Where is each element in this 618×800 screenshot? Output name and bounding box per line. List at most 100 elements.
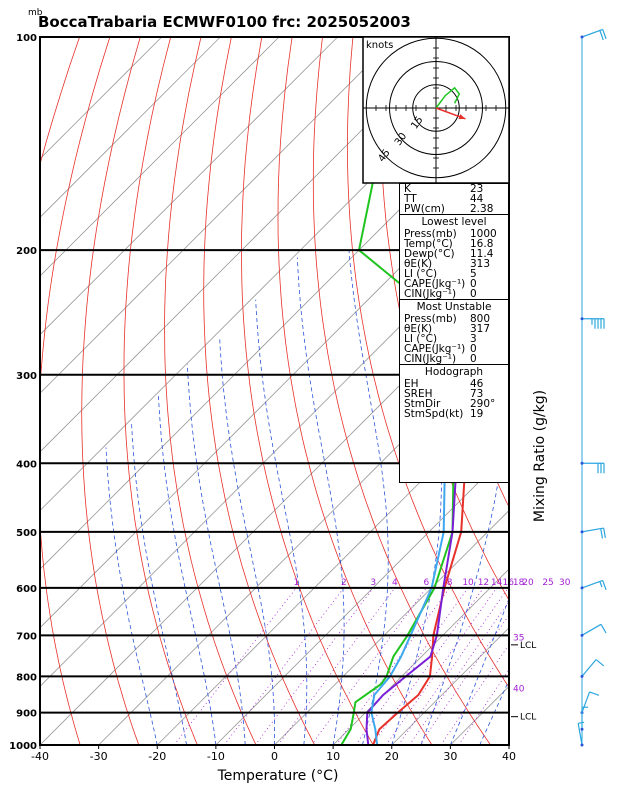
isotherm — [40, 37, 221, 218]
isotherm — [40, 37, 456, 453]
hodograph-section: EH 46 SREH 73 StmDir 290° StmSpd(kt) 19 — [400, 379, 508, 420]
stats-row: TT 44 — [400, 193, 508, 205]
isotherm — [40, 275, 509, 745]
mixing-ratio-label: 10 — [462, 578, 474, 588]
stats-value: 0 — [470, 288, 477, 300]
dry-adiabat — [277, 37, 433, 745]
stats-label: θE(K) — [404, 258, 433, 270]
stats-value: 73 — [470, 388, 484, 400]
stats-value: 16.8 — [470, 238, 494, 250]
pressure-tick-label: 700 — [16, 631, 37, 642]
hodograph-ring — [412, 84, 460, 132]
mixing-ratio-label: 12 — [478, 578, 489, 588]
stats-value: 44 — [470, 193, 484, 205]
most-unstable-title: Most Unstable — [416, 301, 492, 313]
stats-label: LI (°C) — [404, 268, 438, 280]
stats-label: CIN(Jkg⁻¹) — [404, 288, 457, 300]
isotherm — [156, 392, 509, 745]
stats-value: 19 — [470, 408, 484, 420]
mixing-ratio-label: 1 — [294, 578, 300, 588]
stats-row: Temp(°C) 16.8 — [400, 238, 508, 250]
isotherm — [40, 37, 338, 336]
stats-value: 2.38 — [470, 203, 494, 215]
wind-barb — [581, 659, 597, 677]
isotherm — [568, 37, 618, 745]
dry-adiabat — [203, 37, 316, 745]
x-tick-label: 0 — [271, 750, 278, 763]
stats-row: θE(K) 313 — [400, 258, 508, 270]
x-tick-label: 40 — [502, 750, 516, 763]
wind-barb-base — [580, 633, 584, 637]
stats-row: θE(K) 317 — [400, 323, 508, 335]
mixing-ratio-label: 20 — [522, 578, 534, 588]
mixing-ratio-line — [458, 669, 509, 745]
dry-adiabat — [241, 37, 374, 745]
wind-barb-flag — [578, 721, 585, 724]
stats-row: Dewp(°C) 11.4 — [400, 248, 508, 260]
wind-barb-flag — [595, 659, 605, 667]
wind-barb-base — [580, 674, 584, 678]
lowest-level-title: Lowest level — [421, 216, 487, 228]
wind-barb-base — [580, 461, 584, 465]
mixing-ratio-line — [385, 587, 498, 745]
isotherm — [332, 568, 509, 745]
unit-label: mb — [28, 8, 43, 18]
chart-title: BoccaTrabaria ECMWF0100 frc: 2025052003 — [38, 13, 411, 31]
mixing-ratio-line — [398, 587, 509, 745]
stats-label: θE(K) — [404, 323, 433, 335]
mixing-ratio-label: 2 — [341, 578, 347, 588]
pressure-tick-label: 800 — [16, 672, 37, 683]
stats-row: StmDir 290° — [400, 399, 508, 410]
moist-adiabat — [131, 422, 187, 745]
moist-adiabat — [296, 257, 345, 745]
wind-barb-base — [580, 743, 584, 747]
stats-value: 5 — [470, 268, 477, 280]
mixing-ratio-axis-label: Mixing Ratio (g/kg) — [532, 390, 548, 522]
isotherm — [40, 158, 509, 629]
x-tick-label: -20 — [148, 750, 166, 763]
pressure-tick-label: 300 — [16, 371, 37, 382]
dry-adiabat — [565, 37, 618, 745]
stats-label: LI (°C) — [404, 333, 438, 345]
theta-e-label: 40 — [513, 684, 525, 694]
stats-label: Press(mb) — [404, 228, 457, 240]
wind-barb — [581, 579, 603, 589]
dry-adiabat — [346, 37, 509, 689]
stats-label: SREH — [404, 388, 433, 400]
pressure-tick-label: 100 — [16, 33, 37, 44]
stats-value: 11.4 — [470, 248, 494, 260]
isotherm — [508, 744, 509, 745]
isotherm — [40, 37, 163, 160]
pressure-tick-label: 400 — [16, 459, 37, 470]
x-tick-label: 10 — [326, 750, 340, 763]
mixing-ratio-line — [311, 587, 427, 745]
isotherm — [274, 509, 509, 745]
mixing-ratio-label: 18 — [513, 578, 525, 588]
stats-row: CIN(Jkg⁻¹) 0 — [400, 288, 508, 300]
wind-barb — [581, 527, 604, 533]
isotherm — [40, 37, 397, 394]
mixing-ratio-line — [371, 587, 484, 745]
wind-barb-base — [580, 35, 584, 39]
stats-value: 23 — [470, 183, 484, 195]
stats-label: Temp(°C) — [404, 238, 453, 250]
stats-value: 3 — [470, 333, 477, 345]
stats-value: 313 — [470, 258, 491, 270]
stats-label: K — [404, 183, 411, 195]
pressure-tick-label: 200 — [16, 246, 37, 257]
mixing-ratio-label: 3 — [370, 578, 376, 588]
wind-barb-flag — [600, 624, 607, 634]
x-tick-label: -30 — [90, 750, 108, 763]
moist-adiabat — [348, 250, 389, 745]
wind-barb-base — [580, 586, 584, 590]
stats-panel: K 23 TT 44 PW(cm) 2.38 Lowest level Press(mb)… — [399, 183, 509, 483]
wind-barb-flag — [600, 528, 604, 539]
dry-adiabat — [40, 37, 111, 745]
lcl-label: LCL — [520, 713, 536, 723]
stats-row: LI (°C) 3 — [400, 333, 508, 345]
stats-value: 0 — [470, 353, 477, 365]
mixing-ratio-label: 14 — [491, 578, 503, 588]
wind-barb-base — [580, 727, 584, 731]
most-unstable-section: Press(mb) 800 θE(K) 317 LI (°C) 3 CAPE(Jkg⁻¹) 0… — [400, 314, 508, 365]
wind-barb-flag — [602, 29, 607, 40]
